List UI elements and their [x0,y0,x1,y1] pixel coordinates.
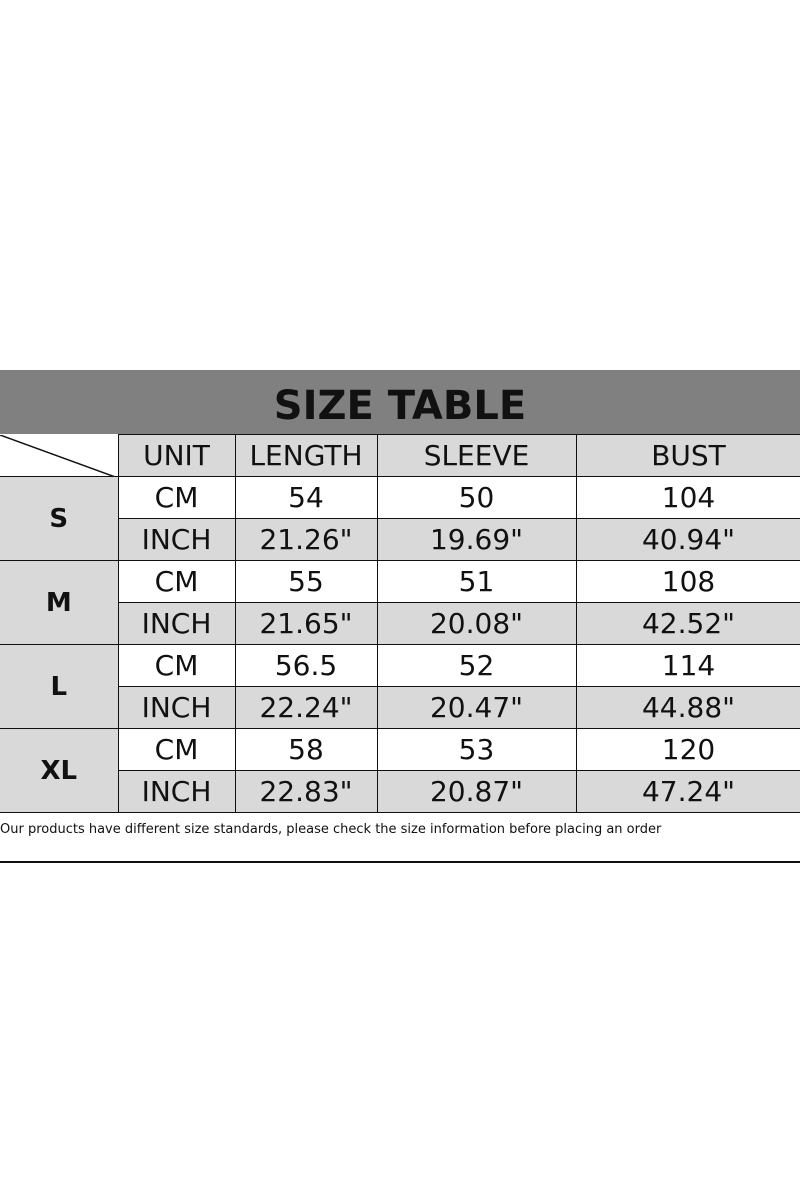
cell-sleeve: 53 [376,728,577,771]
cell-unit: CM [117,560,236,603]
cell-sleeve: 20.08" [376,602,577,645]
table-row: L CM 56.5 52 114 [0,644,800,729]
cell-sleeve: 19.69" [376,518,577,561]
header-row: UNIT LENGTH SLEEVE BUST [0,434,800,477]
size-label: S [0,476,119,561]
cell-bust: 120 [575,728,800,771]
cell-unit: INCH [117,770,236,813]
cell-length: 22.24" [234,686,378,729]
cell-sleeve: 20.47" [376,686,577,729]
cell-length: 22.83" [234,770,378,813]
table-row: M CM 55 51 108 [0,560,800,645]
cell-bust: 47.24" [575,770,800,813]
size-table-title: SIZE TABLE [0,370,800,434]
cell-unit: CM [117,476,236,519]
cell-length: 55 [234,560,378,603]
cell-sleeve: 51 [376,560,577,603]
size-label: M [0,560,119,645]
cell-bust: 42.52" [575,602,800,645]
header-sleeve: SLEEVE [376,434,577,477]
cell-unit: INCH [117,602,236,645]
cell-bust: 114 [575,644,800,687]
cell-length: 54 [234,476,378,519]
size-table: UNIT LENGTH SLEEVE BUST S CM 54 50 104 INCH 21… [0,434,800,813]
cell-unit: INCH [117,686,236,729]
cell-unit: CM [117,644,236,687]
cell-bust: 104 [575,476,800,519]
diagonal-corner-cell [0,434,119,477]
table-row: INCH 21.26" 19.69" 40.94" [0,518,800,561]
size-label: XL [0,728,119,813]
cell-sleeve: 52 [376,644,577,687]
cell-bust: 44.88" [575,686,800,729]
table-row: XL CM 58 53 120 [0,728,800,813]
size-note: Our products have different size standar… [0,822,662,837]
header-unit: UNIT [117,434,236,477]
table-row: S CM 54 50 104 [0,476,800,561]
header-bust: BUST [575,434,800,477]
cell-unit: CM [117,728,236,771]
cell-sleeve: 50 [376,476,577,519]
cell-length: 21.26" [234,518,378,561]
header-length: LENGTH [234,434,378,477]
table-row: INCH 22.83" 20.87" 47.24" [0,770,800,813]
cell-length: 58 [234,728,378,771]
cell-bust: 108 [575,560,800,603]
cell-unit: INCH [117,518,236,561]
cell-sleeve: 20.87" [376,770,577,813]
cell-length: 21.65" [234,602,378,645]
cell-length: 56.5 [234,644,378,687]
divider [0,861,800,863]
size-label: L [0,644,119,729]
table-row: INCH 21.65" 20.08" 42.52" [0,602,800,645]
table-row: INCH 22.24" 20.47" 44.88" [0,686,800,729]
cell-bust: 40.94" [575,518,800,561]
